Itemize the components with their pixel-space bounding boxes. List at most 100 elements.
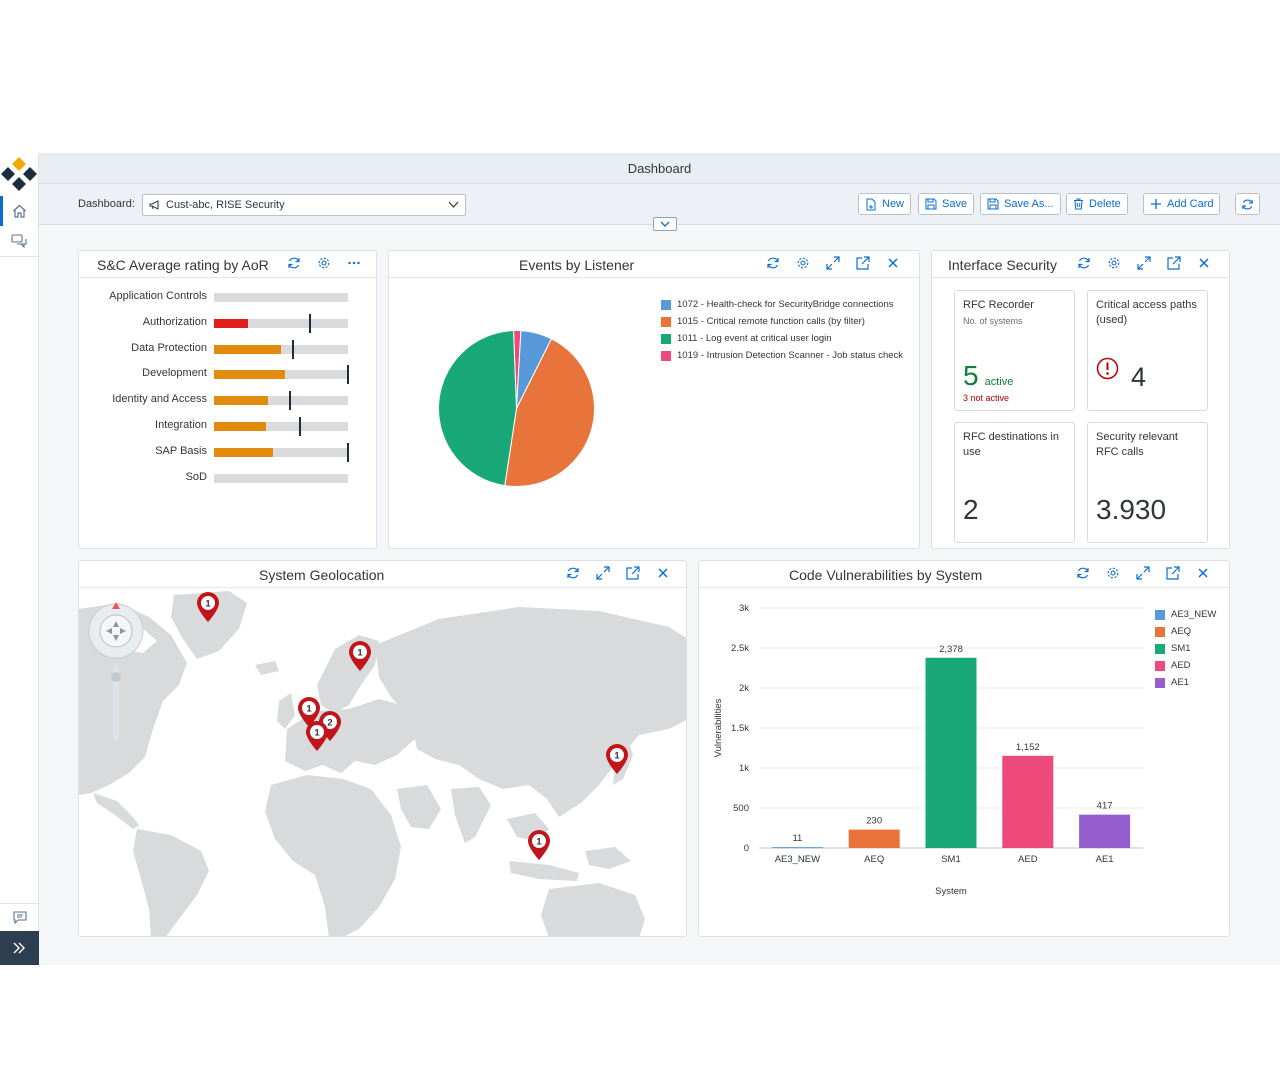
legend-swatch: [1155, 660, 1165, 671]
add-card-button[interactable]: Add Card: [1143, 193, 1221, 215]
dashboard-select[interactable]: Cust-abc, RISE Security: [142, 194, 466, 216]
new-button-label: New: [882, 198, 905, 210]
bar[interactable]: [1079, 814, 1131, 848]
map-pin[interactable]: 1: [347, 640, 373, 672]
aor-bar-row[interactable]: Data Protection: [79, 339, 376, 359]
aor-bar-row[interactable]: SoD: [79, 471, 376, 485]
tile-note: 3 not active: [963, 393, 1010, 403]
feedback-nav-button[interactable]: [0, 903, 39, 931]
save-as-icon: [987, 198, 999, 210]
card-title: S&C Average rating by AoR: [97, 257, 269, 273]
expand-nav-button[interactable]: [0, 931, 39, 965]
legend-swatch: [1155, 643, 1165, 654]
refresh-icon[interactable]: [566, 566, 580, 580]
refresh-icon[interactable]: [287, 256, 301, 270]
pie-slice[interactable]: [438, 330, 518, 487]
critical-access-paths-tile[interactable]: Critical access paths (used) 4: [1087, 290, 1208, 411]
gear-icon[interactable]: [1107, 256, 1121, 270]
aor-bar-target-marker: [292, 339, 295, 359]
aor-bar-label: Development: [142, 367, 207, 380]
map-pin-count: 1: [306, 704, 312, 715]
legend-label: 1019 - Intrusion Detection Scanner - Job…: [677, 350, 904, 361]
feedback-icon: [12, 911, 27, 924]
delete-button[interactable]: Delete: [1066, 193, 1128, 215]
gear-icon[interactable]: [1106, 566, 1120, 580]
fullscreen-icon[interactable]: [826, 256, 840, 270]
refresh-icon[interactable]: [1076, 566, 1090, 580]
fullscreen-icon[interactable]: [1137, 256, 1151, 270]
more-options-icon[interactable]: [347, 256, 361, 270]
aor-bar-label: Data Protection: [131, 341, 207, 354]
legend-item[interactable]: AE1: [1155, 677, 1189, 688]
legend-item[interactable]: AE3_NEW: [1155, 609, 1216, 620]
conversations-nav-button[interactable]: [0, 227, 39, 257]
double-chevron-right-icon: [13, 942, 25, 954]
map-pin-count: 2: [327, 718, 332, 729]
bar-value-label: 11: [792, 833, 802, 844]
aor-bar-row[interactable]: Integration: [79, 417, 376, 436]
aor-bar-row[interactable]: Authorization: [79, 313, 376, 333]
world-map[interactable]: [79, 589, 687, 937]
bar-value-label: 1,152: [1016, 742, 1040, 753]
fullscreen-icon[interactable]: [1136, 566, 1150, 580]
app-logo[interactable]: [0, 155, 39, 193]
aor-bar-row[interactable]: Identity and Access: [79, 391, 376, 411]
vulnerabilities-bar-chart: 0 500 1k 1.5k 2k 2.5k 3k 11 AE3_NEW 230 AEQ 2,378 SM…: [713, 603, 1143, 897]
aor-bar-row[interactable]: Development: [79, 365, 376, 385]
close-icon[interactable]: [1196, 566, 1210, 580]
open-external-icon[interactable]: [626, 566, 640, 580]
open-external-icon[interactable]: [856, 256, 870, 270]
legend-swatch: [661, 333, 671, 344]
refresh-dashboard-button[interactable]: [1235, 193, 1260, 215]
legend-label: SM1: [1171, 643, 1191, 654]
gear-icon[interactable]: [796, 256, 810, 270]
aor-bar-fill: [214, 318, 248, 328]
map-pin[interactable]: 1: [195, 591, 221, 623]
legend-item[interactable]: SM1: [1155, 643, 1191, 654]
collapse-header-button[interactable]: [653, 217, 677, 231]
new-button[interactable]: New: [858, 193, 912, 215]
map-pin[interactable]: 1: [304, 720, 330, 752]
dashboard-label: Dashboard:: [78, 198, 135, 210]
legend-label: AED: [1171, 660, 1191, 671]
save-icon: [925, 198, 937, 210]
aor-bar-row[interactable]: SAP Basis: [79, 442, 376, 462]
security-rfc-calls-tile[interactable]: Security relevant RFC calls 3.930: [1087, 422, 1208, 543]
map-pin[interactable]: 1: [526, 829, 552, 861]
close-icon[interactable]: [656, 566, 670, 580]
aor-bar-track: [214, 473, 348, 483]
home-nav-button[interactable]: [0, 196, 39, 226]
chevron-down-icon: [660, 221, 670, 227]
pie-slice[interactable]: [504, 338, 595, 487]
aor-bar-row[interactable]: Application Controls: [79, 290, 376, 304]
refresh-icon: [1242, 198, 1253, 210]
close-icon[interactable]: [886, 256, 900, 270]
save-as-button-label: Save As...: [1004, 198, 1054, 210]
map-pin[interactable]: 1: [604, 743, 630, 775]
bar[interactable]: [925, 657, 977, 848]
close-icon[interactable]: [1197, 256, 1211, 270]
aor-bar-fill: [214, 370, 286, 380]
refresh-icon[interactable]: [766, 256, 780, 270]
refresh-icon[interactable]: [1077, 256, 1091, 270]
legend-item[interactable]: AEQ: [1155, 626, 1191, 637]
bar[interactable]: [848, 829, 900, 848]
fullscreen-icon[interactable]: [596, 566, 610, 580]
megaphone-icon: [149, 200, 159, 210]
aor-bar-fill: [214, 447, 273, 457]
rfc-destinations-tile[interactable]: RFC destinations in use 2: [954, 422, 1075, 543]
save-button[interactable]: Save: [918, 193, 975, 215]
legend-item[interactable]: AED: [1155, 660, 1191, 671]
bar[interactable]: [771, 847, 823, 849]
open-external-icon[interactable]: [1167, 256, 1181, 270]
app-screen: Dashboard Dashboard: Cust-abc, RISE Secu…: [0, 153, 1280, 965]
save-as-button[interactable]: Save As...: [980, 193, 1061, 215]
dashboard-toolbar: Dashboard: Cust-abc, RISE Security New S…: [39, 184, 1280, 231]
rfc-recorder-tile[interactable]: RFC Recorder No. of systems 5 active 3 n…: [954, 290, 1075, 411]
card-header: Interface Security: [932, 251, 1229, 278]
gear-icon[interactable]: [317, 256, 331, 270]
map-compass-control[interactable]: [88, 602, 144, 741]
bar[interactable]: [1002, 755, 1054, 848]
open-external-icon[interactable]: [1166, 566, 1180, 580]
map-pin[interactable]: 1: [296, 696, 322, 728]
